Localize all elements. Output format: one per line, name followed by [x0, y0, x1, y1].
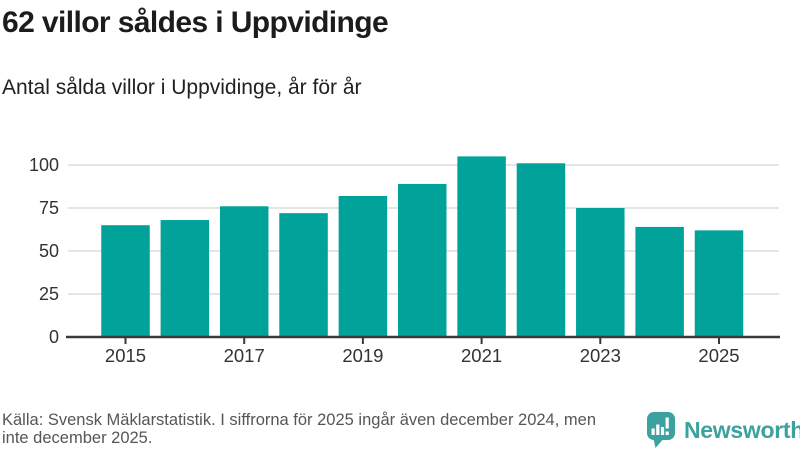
y-tick-label-100: 100 [29, 155, 59, 175]
source-note: Källa: Svensk Mäklarstatistik. I siffror… [2, 411, 642, 447]
bar-2019 [338, 195, 388, 337]
source-note-line2: inte december 2025. [2, 428, 153, 447]
y-tick-label-0: 0 [49, 327, 59, 347]
page-title: 62 villor såldes i Uppvidinge [2, 6, 389, 39]
bar-2020 [398, 183, 447, 337]
y-tick-label-25: 25 [39, 284, 59, 304]
bar-2017 [219, 206, 269, 337]
newsworthy-logo-text: Newsworthy [684, 416, 800, 443]
y-tick-label-50: 50 [39, 241, 59, 261]
newsworthy-logo: Newsworthy [646, 411, 800, 449]
y-tick-label-75: 75 [39, 198, 59, 218]
x-tick-label-2015: 2015 [105, 345, 146, 366]
newsworthy-chart-bubble-icon [647, 412, 675, 448]
bar-2022 [516, 163, 566, 337]
bar-2023 [576, 208, 625, 337]
x-tick-label-2025: 2025 [698, 345, 739, 366]
source-note-line1: Källa: Svensk Mäklarstatistik. I siffror… [2, 411, 596, 429]
x-tick-label-2021: 2021 [461, 345, 502, 366]
bar-2025 [694, 230, 744, 337]
bar-2024 [635, 226, 684, 337]
bar-2015 [101, 225, 150, 337]
x-tick-label-2019: 2019 [342, 345, 383, 366]
bar-2018 [279, 213, 328, 337]
chart-subtitle: Antal sålda villor i Uppvidinge, år för … [2, 76, 362, 99]
bar-chart: 2015 2017 2019 2021 2023 2025 0 25 50 75 100 [29, 155, 780, 366]
x-tick-label-2023: 2023 [580, 345, 621, 366]
bar-2021 [457, 156, 506, 337]
bar-2016 [160, 220, 210, 337]
chart-area: 2015 2017 2019 2021 2023 2025 0 25 50 75 100 [0, 140, 800, 375]
x-tick-label-2017: 2017 [224, 345, 265, 366]
